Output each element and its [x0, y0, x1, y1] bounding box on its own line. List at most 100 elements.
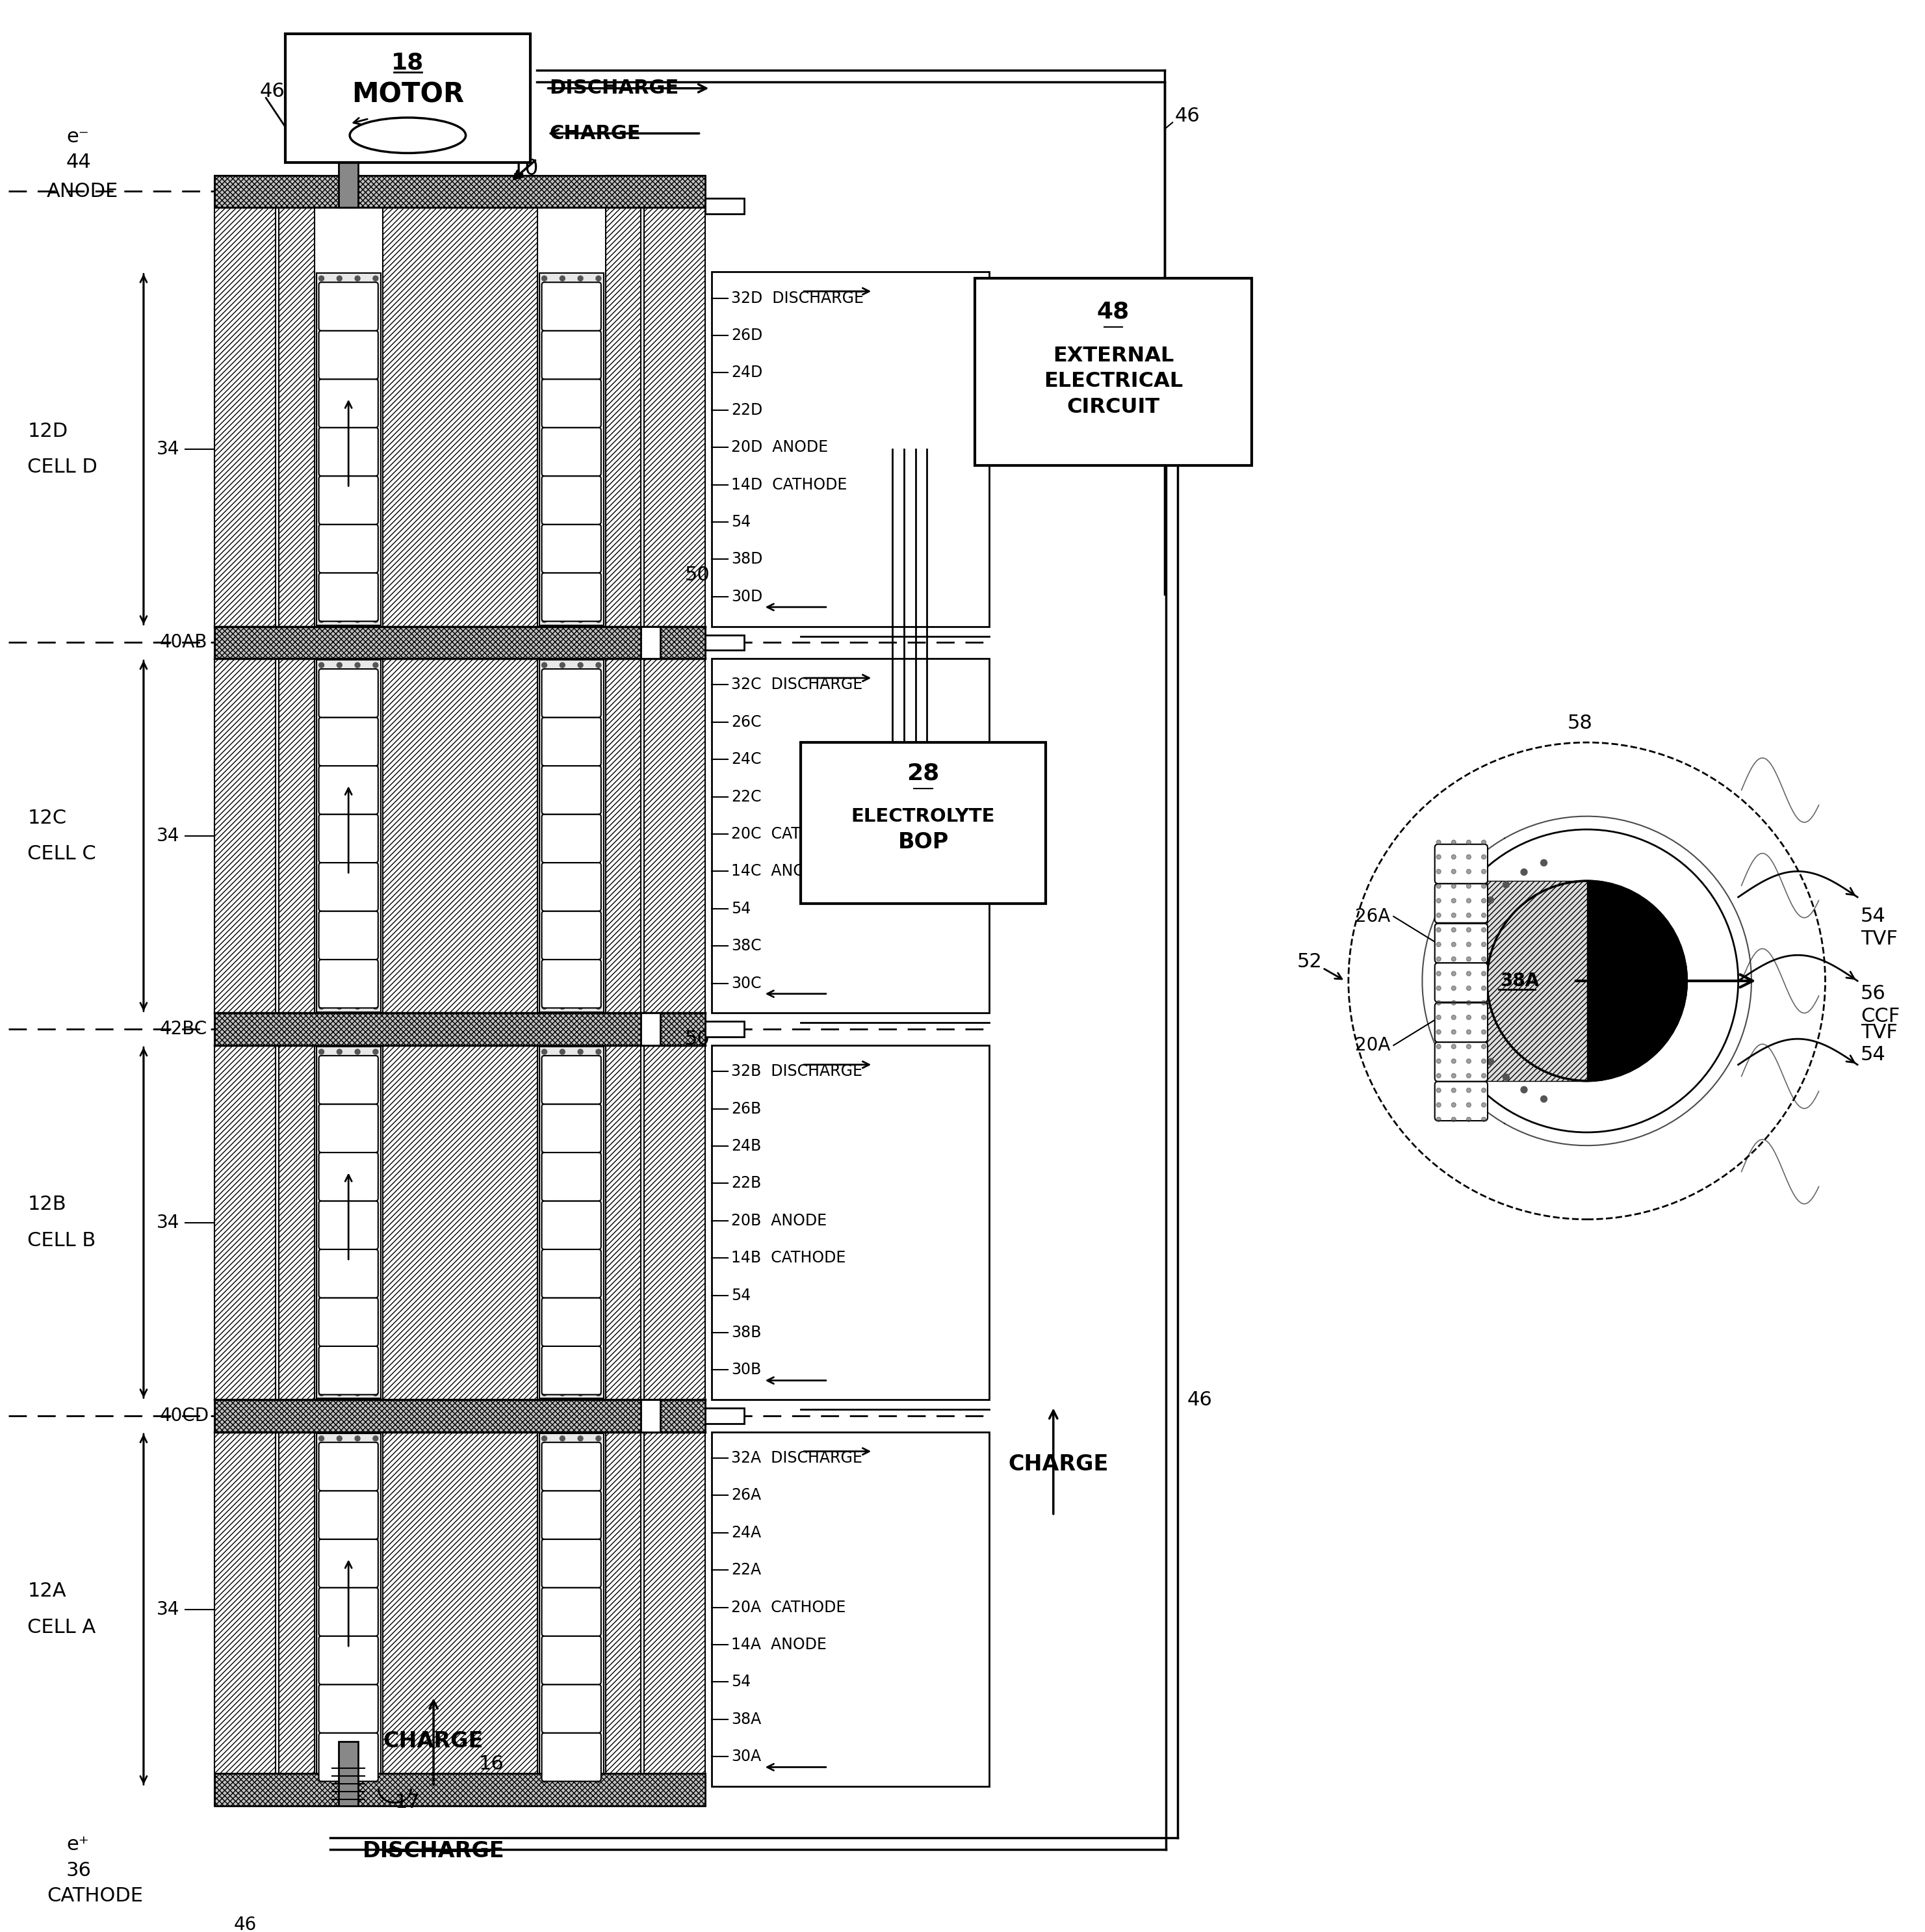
- Circle shape: [541, 1005, 547, 1009]
- Text: 24B: 24B: [732, 1138, 760, 1153]
- Circle shape: [354, 1169, 360, 1175]
- Circle shape: [373, 317, 377, 321]
- Circle shape: [597, 1777, 601, 1783]
- Text: 40AB: 40AB: [160, 634, 208, 651]
- Circle shape: [373, 1536, 377, 1542]
- Circle shape: [354, 1517, 360, 1520]
- Circle shape: [320, 1150, 323, 1155]
- Text: 30C: 30C: [732, 976, 762, 991]
- Circle shape: [541, 1231, 547, 1235]
- Circle shape: [320, 396, 323, 402]
- Circle shape: [337, 1391, 343, 1397]
- Circle shape: [354, 396, 360, 402]
- Circle shape: [1488, 1059, 1494, 1065]
- Polygon shape: [214, 1401, 705, 1432]
- Circle shape: [560, 296, 564, 301]
- Circle shape: [1436, 898, 1442, 902]
- FancyBboxPatch shape: [320, 1298, 377, 1347]
- FancyBboxPatch shape: [320, 1685, 377, 1733]
- Circle shape: [560, 618, 564, 622]
- Circle shape: [597, 663, 601, 668]
- Circle shape: [1467, 898, 1471, 902]
- Circle shape: [1482, 1059, 1486, 1063]
- Circle shape: [541, 437, 547, 442]
- Circle shape: [373, 1231, 377, 1235]
- Circle shape: [1436, 854, 1442, 860]
- Circle shape: [354, 1476, 360, 1482]
- Circle shape: [541, 497, 547, 502]
- Circle shape: [354, 618, 360, 622]
- Circle shape: [1436, 1014, 1442, 1020]
- Circle shape: [373, 1557, 377, 1561]
- Circle shape: [373, 578, 377, 582]
- Circle shape: [354, 844, 360, 848]
- Text: ELECTRICAL: ELECTRICAL: [1043, 371, 1182, 392]
- Circle shape: [337, 1495, 343, 1501]
- Circle shape: [1503, 881, 1509, 889]
- Circle shape: [373, 1090, 377, 1095]
- Text: ANODE: ANODE: [46, 182, 119, 201]
- Circle shape: [578, 1596, 583, 1602]
- Circle shape: [541, 1109, 547, 1115]
- Circle shape: [373, 1310, 377, 1316]
- Circle shape: [578, 923, 583, 929]
- Circle shape: [578, 864, 583, 869]
- Circle shape: [597, 1231, 601, 1235]
- Circle shape: [541, 1331, 547, 1335]
- Circle shape: [373, 1130, 377, 1134]
- Circle shape: [1467, 840, 1471, 844]
- Bar: [339, 1741, 358, 1806]
- Circle shape: [320, 823, 323, 829]
- Circle shape: [578, 964, 583, 970]
- Polygon shape: [214, 176, 705, 207]
- Text: CHARGE: CHARGE: [383, 1731, 483, 1752]
- Circle shape: [320, 518, 323, 522]
- Circle shape: [578, 1536, 583, 1542]
- Circle shape: [560, 1049, 564, 1055]
- FancyBboxPatch shape: [320, 717, 377, 765]
- Text: 14D  CATHODE: 14D CATHODE: [732, 477, 847, 493]
- Circle shape: [354, 477, 360, 481]
- Circle shape: [560, 477, 564, 481]
- Text: TVF: TVF: [1861, 929, 1898, 949]
- Circle shape: [320, 578, 323, 582]
- Circle shape: [597, 1636, 601, 1642]
- FancyBboxPatch shape: [1434, 1082, 1488, 1121]
- Circle shape: [1482, 927, 1486, 931]
- Circle shape: [1486, 881, 1686, 1080]
- Circle shape: [354, 1109, 360, 1115]
- Circle shape: [1459, 999, 1467, 1007]
- Circle shape: [373, 1737, 377, 1743]
- Circle shape: [1475, 916, 1480, 922]
- Circle shape: [373, 618, 377, 622]
- FancyBboxPatch shape: [320, 1202, 377, 1250]
- Circle shape: [1467, 1014, 1471, 1020]
- Circle shape: [337, 1718, 343, 1721]
- FancyBboxPatch shape: [1434, 923, 1488, 962]
- Circle shape: [354, 1049, 360, 1055]
- Circle shape: [354, 723, 360, 728]
- FancyBboxPatch shape: [320, 1443, 377, 1492]
- Circle shape: [337, 1231, 343, 1235]
- Circle shape: [337, 663, 343, 668]
- Polygon shape: [214, 176, 275, 1806]
- Circle shape: [578, 1169, 583, 1175]
- Circle shape: [1482, 1103, 1486, 1107]
- Text: 12B: 12B: [27, 1196, 65, 1213]
- Circle shape: [1467, 1001, 1471, 1005]
- Circle shape: [1436, 869, 1442, 873]
- Text: CIRCUIT: CIRCUIT: [1066, 398, 1159, 417]
- Circle shape: [578, 1391, 583, 1397]
- Circle shape: [560, 1005, 564, 1009]
- FancyBboxPatch shape: [541, 1685, 601, 1733]
- Circle shape: [337, 1291, 343, 1296]
- Circle shape: [354, 556, 360, 562]
- Circle shape: [1457, 978, 1465, 983]
- Text: 58: 58: [1567, 713, 1592, 732]
- Circle shape: [373, 723, 377, 728]
- Text: 28: 28: [907, 763, 939, 784]
- Circle shape: [337, 1350, 343, 1356]
- Circle shape: [373, 355, 377, 361]
- Circle shape: [1451, 1059, 1455, 1063]
- FancyBboxPatch shape: [541, 813, 601, 864]
